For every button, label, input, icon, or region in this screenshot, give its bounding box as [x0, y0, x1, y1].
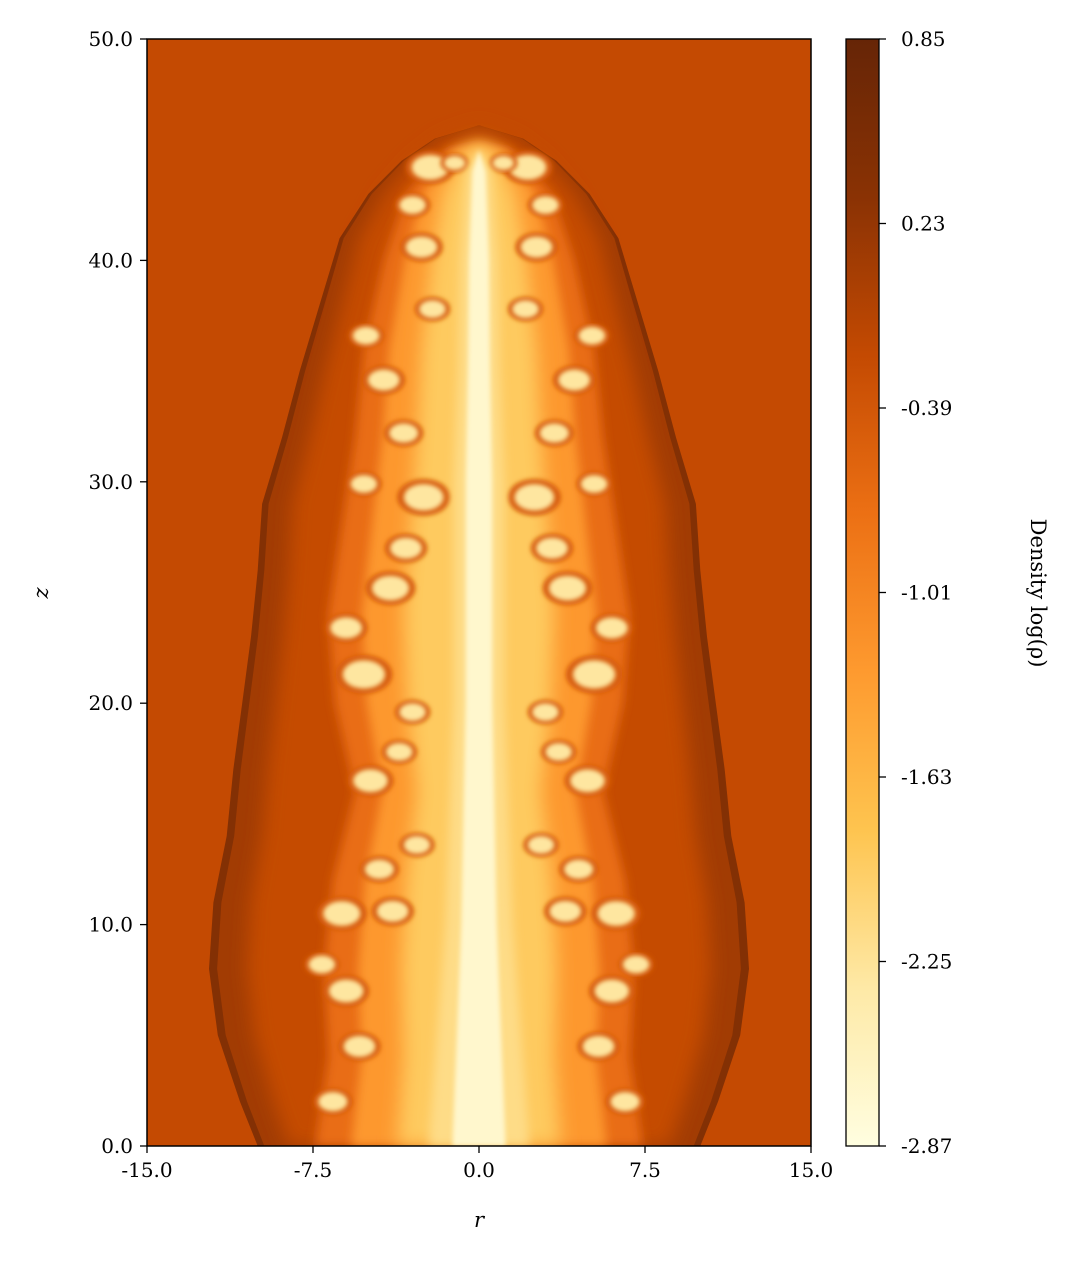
eddy-core	[597, 901, 635, 926]
eddy-core	[318, 1092, 348, 1112]
eddy-core	[582, 1035, 615, 1057]
y-axis-ticks: 0.0 10.0 20.0 30.0 40.0 50.0	[88, 27, 147, 1158]
eddy-core	[512, 300, 539, 318]
jet-spine-layer	[428, 149, 530, 1146]
x-tick-label: 7.5	[629, 1158, 661, 1182]
colorbar-tick-label: -0.39	[901, 396, 952, 420]
eddy-core	[444, 155, 466, 171]
eddy-core	[353, 769, 388, 793]
eddy-core	[411, 155, 449, 180]
eddy-core	[570, 769, 605, 793]
eddy-core	[323, 901, 361, 926]
eddy-core	[399, 196, 426, 215]
eddy-core	[532, 703, 559, 721]
eddy-core	[549, 900, 582, 922]
x-tick-label: -7.5	[294, 1158, 333, 1182]
eddy-core	[328, 979, 364, 1003]
eddy-core	[610, 1092, 640, 1112]
y-tick-label: 40.0	[88, 248, 133, 272]
eddy-core	[536, 537, 568, 559]
colorbar-tick-label: -2.87	[901, 1134, 952, 1158]
eddy-core	[389, 423, 419, 443]
eddy-core	[419, 300, 446, 318]
plot-area	[147, 39, 811, 1146]
y-tick-label: 20.0	[88, 691, 133, 715]
colorbar-tick-label: -1.63	[901, 765, 952, 789]
y-axis-label: z	[29, 587, 53, 600]
eddy-core	[376, 900, 409, 922]
x-tick-label: 15.0	[789, 1158, 834, 1182]
eddy-core	[572, 660, 616, 689]
eddy-core	[564, 859, 594, 879]
eddy-core	[364, 859, 394, 879]
eddy-core	[352, 326, 380, 345]
eddy-core	[492, 155, 514, 171]
eddy-core	[580, 475, 608, 493]
eddy-core	[386, 743, 413, 761]
eddy-core	[403, 836, 431, 854]
y-tick-label: 0.0	[101, 1134, 133, 1158]
jet-beam	[452, 149, 506, 1146]
eddy-core	[527, 836, 555, 854]
eddy-core	[595, 617, 628, 639]
x-axis-label: r	[474, 1208, 486, 1232]
eddy-core	[308, 955, 336, 974]
turbulent-eddies	[304, 150, 654, 1116]
y-tick-label: 30.0	[88, 470, 133, 494]
colorbar-tick-label: 0.85	[901, 27, 946, 51]
y-tick-label: 10.0	[88, 913, 133, 937]
eddy-core	[539, 423, 569, 443]
eddy-core	[342, 660, 386, 689]
eddy-core	[399, 703, 426, 721]
eddy-core	[343, 1035, 376, 1057]
y-tick-label: 50.0	[88, 27, 133, 51]
eddy-core	[548, 575, 587, 601]
colorbar-tick-label: 0.23	[901, 212, 946, 236]
eddy-core	[558, 369, 591, 391]
eddy-core	[405, 236, 438, 258]
eddy-core	[622, 955, 650, 974]
x-tick-label: 0.0	[463, 1158, 495, 1182]
eddy-core	[594, 979, 630, 1003]
eddy-core	[514, 484, 555, 511]
eddy-core	[371, 575, 410, 601]
colorbar-tick-label: -1.01	[901, 581, 952, 605]
x-axis-ticks: -15.0 -7.5 0.0 7.5 15.0	[121, 1146, 833, 1182]
eddy-core	[532, 196, 559, 215]
eddy-core	[509, 155, 547, 180]
eddy-core	[520, 236, 553, 258]
eddy-core	[545, 743, 572, 761]
colorbar	[845, 38, 880, 1147]
eddy-core	[330, 617, 363, 639]
eddy-core	[403, 484, 444, 511]
colorbar-tick-label: -2.25	[901, 950, 952, 974]
colorbar-label: Density log(ρ)	[1026, 519, 1050, 668]
eddy-core	[350, 475, 378, 493]
eddy-core	[578, 326, 606, 345]
x-tick-label: -15.0	[121, 1158, 172, 1182]
eddy-core	[390, 537, 422, 559]
eddy-core	[367, 369, 400, 391]
colorbar-ticks: 0.85 0.23 -0.39 -1.01 -1.63 -2.25 -2.87	[879, 27, 952, 1158]
